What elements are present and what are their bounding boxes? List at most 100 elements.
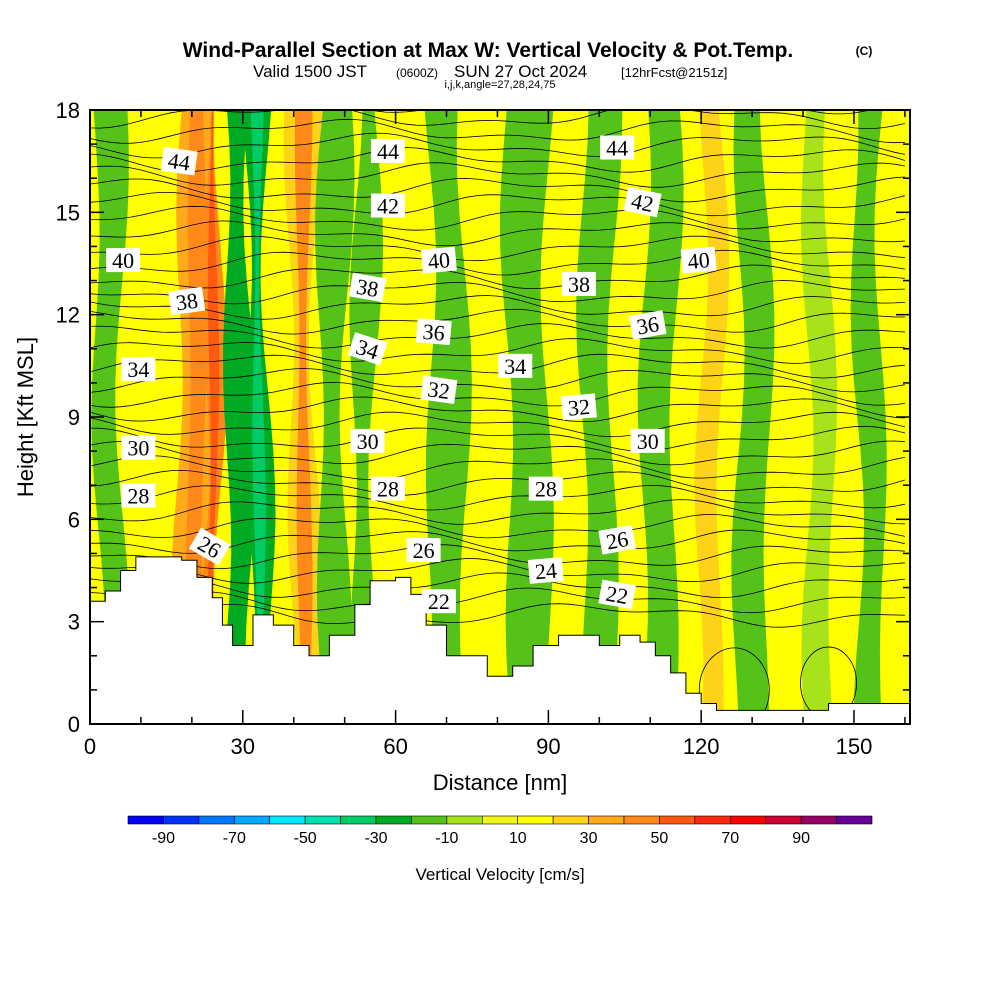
isentrope-line bbox=[90, 280, 905, 305]
contour-label-bg bbox=[168, 286, 206, 316]
colorbar-swatch bbox=[411, 815, 448, 825]
isentrope-closed bbox=[698, 647, 770, 724]
contour-label-text: 32 bbox=[567, 394, 591, 421]
contour-label: 22 bbox=[598, 579, 636, 610]
grid-indices-text: i,j,k,angle=27,28,24,75 bbox=[444, 79, 555, 91]
contour-label-bg bbox=[370, 138, 405, 163]
contour-label-text: 42 bbox=[377, 194, 399, 219]
isentrope-line bbox=[90, 455, 905, 481]
contour-label-text: 38 bbox=[354, 274, 380, 302]
contour-label: 24 bbox=[527, 557, 564, 584]
contour-label: 38 bbox=[561, 271, 596, 297]
isentrope-line bbox=[90, 132, 905, 159]
contour-label-text: 36 bbox=[635, 311, 661, 339]
contour-label: 30 bbox=[121, 435, 156, 461]
copyright-mark: (C) bbox=[856, 44, 873, 58]
colorbar-tick-label: -70 bbox=[223, 830, 246, 847]
colorbar-tick-label: -10 bbox=[435, 830, 458, 847]
contour-label-bg bbox=[348, 272, 387, 303]
contour-label-text: 36 bbox=[422, 319, 446, 346]
contour-label-bg bbox=[121, 435, 156, 460]
colorbar-swatch bbox=[765, 815, 802, 825]
contour-label: 34 bbox=[498, 353, 533, 379]
isentrope-line bbox=[90, 147, 906, 173]
contour-label: 34 bbox=[121, 357, 156, 382]
colorbar-swatch bbox=[446, 815, 483, 825]
contour-label-text: 40 bbox=[112, 248, 134, 273]
contour-label-bg bbox=[527, 557, 564, 584]
valid-utc-text: (0600Z) bbox=[396, 66, 438, 80]
isentrope-line bbox=[90, 220, 905, 247]
isentrope-line bbox=[90, 205, 905, 231]
contour-label-bg bbox=[628, 310, 667, 340]
colorbar-ticks: -90 -70 -50 -30 -10 10 30 50 70 90 bbox=[152, 830, 810, 847]
x-axis-label: Distance [nm] bbox=[433, 770, 568, 795]
isentrope-line bbox=[90, 425, 905, 452]
colorbar-swatch bbox=[729, 815, 767, 825]
contour-label-text: 22 bbox=[428, 589, 450, 614]
velocity-band bbox=[464, 110, 510, 724]
contour-label-text: 26 bbox=[413, 538, 435, 563]
contour-label-bg bbox=[370, 193, 405, 218]
contour-label-text: 44 bbox=[377, 139, 399, 164]
contour-label-bg bbox=[420, 375, 458, 404]
contour-label-text: 38 bbox=[568, 272, 590, 297]
isentrope-line bbox=[90, 572, 905, 599]
colorbar-tick-label: 10 bbox=[509, 830, 527, 847]
contour-label-text: 32 bbox=[426, 376, 451, 404]
contour-label: 26 bbox=[598, 525, 636, 555]
isentrope-line bbox=[90, 544, 905, 570]
y-tick-label: 6 bbox=[68, 507, 80, 532]
isentrope-line bbox=[90, 249, 905, 276]
contour-label-bg bbox=[560, 393, 597, 421]
contour-label-bg bbox=[406, 538, 441, 563]
contour-label-bg bbox=[630, 428, 665, 453]
contour-label-bg bbox=[420, 246, 457, 274]
contour-label-text: 38 bbox=[174, 288, 199, 316]
velocity-band-core bbox=[294, 110, 313, 724]
isentrope-line bbox=[90, 469, 906, 496]
contour-label-bg bbox=[598, 525, 636, 555]
contour-label-bg bbox=[561, 271, 596, 296]
contour-label: 38 bbox=[348, 272, 387, 303]
isentrope-line bbox=[90, 295, 905, 320]
contour-label-text: 30 bbox=[357, 429, 379, 454]
colorbar-swatch bbox=[836, 815, 873, 825]
contour-label-bg bbox=[623, 186, 662, 218]
isentrope-line bbox=[90, 440, 905, 466]
isentrope-line bbox=[90, 264, 905, 289]
contour-label-bg bbox=[598, 579, 636, 610]
contour-label-text: 30 bbox=[637, 429, 659, 454]
isentrope-line bbox=[90, 110, 905, 130]
colorbar-swatch bbox=[163, 815, 200, 825]
contour-label-bg bbox=[347, 332, 388, 366]
colorbar-swatch bbox=[552, 815, 589, 825]
velocity-band bbox=[731, 110, 775, 724]
colorbar-swatch bbox=[233, 815, 271, 825]
colorbar-tick-label: -30 bbox=[364, 830, 387, 847]
contour-label-bg bbox=[370, 476, 405, 501]
contour-label: 32 bbox=[560, 393, 597, 421]
theta-contours bbox=[90, 110, 906, 724]
contour-label: 40 bbox=[680, 246, 717, 274]
isentrope-line bbox=[90, 513, 905, 539]
contour-label: 28 bbox=[370, 476, 405, 502]
contour-label: 44 bbox=[600, 135, 635, 161]
contour-label: 30 bbox=[350, 428, 385, 454]
contour-label: 40 bbox=[106, 248, 141, 273]
y-tick-label: 0 bbox=[68, 712, 80, 737]
contour-label: 42 bbox=[370, 193, 405, 219]
isentrope-line bbox=[90, 603, 905, 628]
colorbar-swatch bbox=[340, 815, 377, 825]
contour-label: 42 bbox=[623, 186, 662, 218]
contour-label: 22 bbox=[421, 589, 456, 614]
x-tick-label: 120 bbox=[683, 734, 720, 759]
colorbar-swatch bbox=[694, 815, 731, 825]
velocity-band-core bbox=[205, 110, 220, 724]
chart-title: Wind-Parallel Section at Max W: Vertical… bbox=[183, 39, 794, 62]
forecast-text: [12hrFcst@2151z] bbox=[621, 65, 727, 80]
contour-label-text: 44 bbox=[166, 148, 191, 176]
